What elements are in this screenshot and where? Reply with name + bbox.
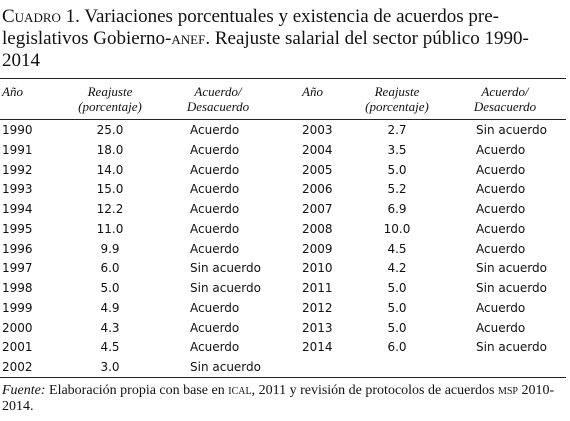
table-cell: Sin acuerdo	[476, 123, 547, 137]
table-cell: Acuerdo	[476, 241, 526, 256]
table-cell: 2009	[302, 241, 333, 256]
column-header: Desacuerdo	[186, 99, 250, 114]
table-cell: 1992	[2, 162, 33, 177]
table-cell: Acuerdo	[476, 221, 526, 236]
table-cell: 2011	[302, 281, 333, 295]
table-cell: Acuerdo	[476, 300, 526, 315]
table-cell: 5.0	[387, 162, 407, 177]
table-cell: 2004	[302, 142, 333, 157]
table-cell: 2012	[302, 300, 333, 315]
table-cell: Acuerdo	[190, 300, 240, 315]
table-cell: 1997	[2, 261, 33, 276]
table-cell: 1999	[2, 300, 33, 315]
table-cell: 3.0	[100, 360, 120, 374]
table-cell: 4.5	[100, 340, 120, 355]
table-cell: 1996	[2, 241, 33, 256]
table-cell: Acuerdo	[476, 182, 526, 197]
table-cell: 6.0	[100, 261, 120, 276]
column-header: Reajuste	[374, 84, 420, 99]
table-cell: Acuerdo	[476, 162, 526, 177]
table-cell: 2005	[302, 162, 333, 177]
source-text: Elaboración propia con base en ical, 201…	[2, 383, 555, 414]
table-cell: Acuerdo	[190, 142, 240, 157]
table-cell: 2013	[302, 320, 333, 335]
table-cell: 2003	[302, 123, 333, 137]
table-cell: 5.2	[387, 182, 407, 197]
column-header: Acuerdo/	[481, 84, 529, 99]
table-cell: 1994	[2, 202, 33, 216]
rule	[0, 78, 566, 79]
table-cell: 4.3	[100, 320, 120, 335]
table-cell: 10.0	[383, 221, 411, 236]
table-cell: 1998	[2, 281, 33, 295]
table-cell: Acuerdo	[476, 202, 526, 216]
table-cell: Sin acuerdo	[476, 340, 547, 355]
table-cell: 2001	[2, 340, 33, 355]
table-cell: 1990	[2, 123, 33, 137]
column-header: Año	[302, 84, 323, 99]
table-cell: 5.0	[387, 320, 407, 335]
table-cell: 12.2	[96, 202, 124, 216]
table-cell: 14.0	[96, 162, 124, 177]
table-cell: Acuerdo	[190, 241, 240, 256]
source-label: Fuente:	[2, 383, 46, 398]
table-cell: 1991	[2, 142, 33, 157]
table-cell: 2002	[2, 360, 33, 374]
table-cell: 15.0	[96, 182, 124, 197]
table-label: Cuadro 1.	[2, 6, 80, 27]
table-cell: Acuerdo	[190, 320, 240, 335]
table-cell: 6.9	[387, 202, 407, 216]
table-cell: Acuerdo	[190, 340, 240, 355]
table-cell: Acuerdo	[190, 221, 240, 236]
table-cell: 18.0	[96, 142, 124, 157]
footer: Fuente: Elaboración propia con base en i…	[2, 383, 562, 415]
table-cell: 1995	[2, 221, 33, 236]
table-title: Variaciones porcentuales y existencia de…	[2, 6, 529, 71]
table-cell: 4.5	[387, 241, 407, 256]
rule	[0, 119, 566, 120]
table-cell: 9.9	[100, 241, 120, 256]
table-cell: Acuerdo	[476, 320, 526, 335]
rule	[0, 377, 566, 378]
table-cell: Acuerdo	[190, 182, 240, 197]
table-cell: 4.9	[100, 300, 120, 315]
table-cell: 3.5	[387, 142, 407, 157]
table-cell: Sin acuerdo	[476, 281, 547, 295]
table-cell: Sin acuerdo	[190, 261, 261, 276]
table-cell: 11.0	[96, 221, 124, 236]
table-cell: Acuerdo	[476, 142, 526, 157]
table-cell: 25.0	[96, 123, 124, 137]
table-cell: Acuerdo	[190, 202, 240, 216]
table-cell: Sin acuerdo	[190, 281, 261, 295]
table-cell: 5.0	[387, 300, 407, 315]
column-header: Acuerdo/	[194, 84, 242, 99]
column-header: (porcentaje)	[78, 99, 142, 114]
table-cell: 6.0	[387, 340, 407, 355]
table-cell: 5.0	[387, 281, 407, 295]
column-header: (porcentaje)	[365, 99, 429, 114]
table-cell: Sin acuerdo	[190, 360, 261, 374]
table-cell: 2000	[2, 320, 33, 335]
table-cell: Sin acuerdo	[476, 261, 547, 276]
table-cell: 2008	[302, 221, 333, 236]
table-cell: 2007	[302, 202, 333, 216]
table-cell: Acuerdo	[190, 162, 240, 177]
table-cell: 2006	[302, 182, 333, 197]
table-cell: 4.2	[387, 261, 407, 276]
column-header: Reajuste	[87, 84, 133, 99]
table-cell: 2010	[302, 261, 333, 276]
table-cell: Acuerdo	[190, 123, 240, 137]
table-cell: 1993	[2, 182, 33, 197]
column-header: Desacuerdo	[473, 99, 537, 114]
column-header: Año	[2, 84, 23, 99]
title: Cuadro 1. Variaciones porcentuales y exi…	[2, 6, 562, 72]
table-cell: 2.7	[387, 123, 407, 137]
table-cell: 5.0	[100, 281, 120, 295]
table-cell: 2014	[302, 340, 333, 355]
